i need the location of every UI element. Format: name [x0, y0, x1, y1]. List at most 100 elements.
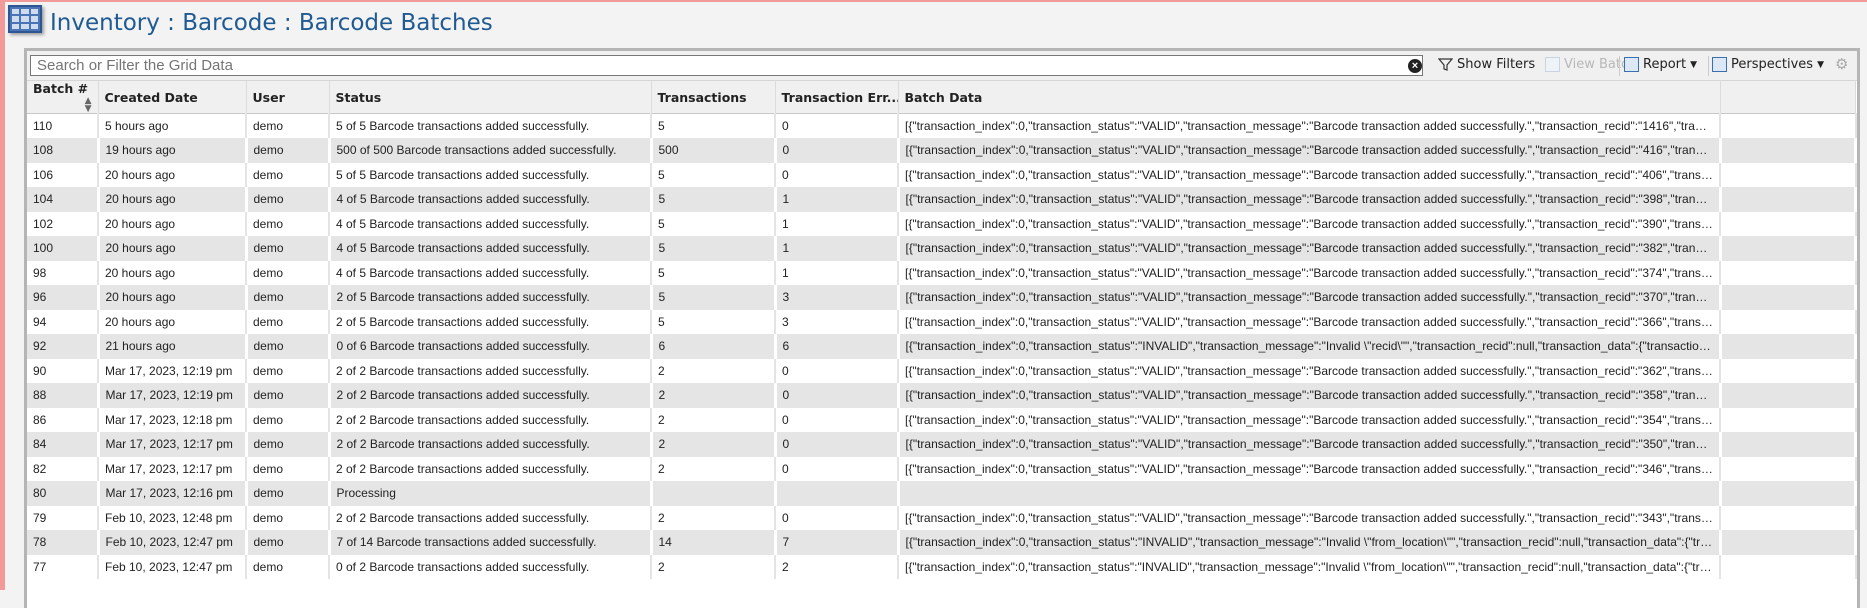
user-cell: demo — [246, 530, 331, 555]
status-cell: 2 of 2 Barcode transactions added succes… — [329, 358, 652, 383]
batch-number-cell: 80 — [27, 481, 100, 506]
table-row[interactable]: 110 5 hours ago demo 5 of 5 Barcode transac… — [27, 113, 1857, 138]
user-cell: demo — [246, 285, 331, 310]
report-button[interactable]: Report ▼ — [1624, 57, 1697, 72]
column-header[interactable] — [1720, 81, 1856, 114]
empty-cell — [1720, 309, 1857, 334]
chevron-down-icon: ▼ — [1817, 59, 1824, 70]
batch-number-cell: 82 — [27, 456, 99, 481]
table-row[interactable]: 104 20 hours ago demo 4 of 5 Barcode transa… — [27, 187, 1857, 212]
table-row[interactable]: 96 20 hours ago demo 2 of 5 Barcode transac… — [27, 285, 1857, 310]
created-date-cell: 21 hours ago — [98, 334, 248, 359]
table-row[interactable]: 106 20 hours ago demo 5 of 5 Barcode transa… — [27, 162, 1857, 187]
column-header[interactable]: Transaction Err... — [775, 81, 899, 114]
report-label: Report — [1643, 57, 1687, 72]
empty-cell — [1720, 260, 1857, 285]
created-date-cell: 20 hours ago — [98, 285, 248, 310]
batch-data-cell: [{"transaction_index":0,"transaction_sta… — [898, 285, 1722, 310]
table-row[interactable]: 88 Mar 17, 2023, 12:19 pm demo 2 of 2 Barco… — [27, 383, 1857, 408]
transaction-errors-cell: 0 — [775, 432, 900, 457]
report-icon — [1624, 57, 1639, 72]
table-row[interactable]: 92 21 hours ago demo 0 of 6 Barcode transac… — [27, 334, 1857, 359]
column-header[interactable]: Batch Data — [898, 81, 1721, 114]
empty-cell — [1720, 162, 1857, 187]
table-row[interactable]: 98 20 hours ago demo 4 of 5 Barcode transac… — [27, 260, 1857, 285]
created-date-cell: 19 hours ago — [98, 138, 248, 163]
toolbar-divider — [1708, 56, 1709, 76]
status-cell: 0 of 6 Barcode transactions added succes… — [329, 334, 653, 359]
transactions-cell: 5 — [651, 236, 777, 261]
sort-icon[interactable]: ▲ ▼ — [84, 96, 92, 114]
batch-number-cell: 106 — [27, 162, 99, 187]
show-filters-button[interactable]: Show Filters — [1438, 57, 1535, 72]
transactions-cell: 2 — [651, 358, 776, 383]
table-row[interactable]: 94 20 hours ago demo 2 of 5 Barcode transac… — [27, 309, 1857, 334]
status-cell: 2 of 5 Barcode transactions added succes… — [329, 285, 653, 310]
created-date-cell: Mar 17, 2023, 12:19 pm — [98, 358, 247, 383]
batch-data-cell: [{"transaction_index":0,"transaction_sta… — [898, 113, 1721, 138]
table-row[interactable]: 100 20 hours ago demo 4 of 5 Barcode transa… — [27, 236, 1857, 261]
transactions-cell: 5 — [651, 309, 776, 334]
transactions-cell: 5 — [651, 162, 776, 187]
page-title: Inventory : Barcode : Barcode Batches — [50, 10, 493, 36]
table-row[interactable]: 90 Mar 17, 2023, 12:19 pm demo 2 of 2 Barco… — [27, 358, 1857, 383]
batch-data-cell: [{"transaction_index":0,"transaction_sta… — [898, 260, 1721, 285]
table-row[interactable]: 77 Feb 10, 2023, 12:47 pm demo 0 of 2 Barco… — [27, 554, 1857, 579]
column-header-label: Batch # — [33, 81, 89, 96]
batch-data-cell: [{"transaction_index":0,"transaction_sta… — [898, 358, 1721, 383]
table-row[interactable]: 102 20 hours ago demo 4 of 5 Barcode transa… — [27, 211, 1857, 236]
status-cell: 5 of 5 Barcode transactions added succes… — [329, 162, 652, 187]
status-cell: 2 of 5 Barcode transactions added succes… — [329, 309, 652, 334]
column-header[interactable]: User — [246, 81, 330, 114]
transaction-errors-cell: 0 — [775, 113, 899, 138]
empty-cell — [1720, 432, 1857, 457]
settings-gear-icon[interactable]: ⚙ — [1835, 55, 1849, 73]
created-date-cell: 20 hours ago — [98, 309, 247, 334]
empty-cell — [1720, 530, 1857, 555]
batch-number-cell: 102 — [27, 211, 99, 236]
transaction-errors-cell: 3 — [775, 285, 900, 310]
created-date-cell: Mar 17, 2023, 12:18 pm — [98, 407, 247, 432]
table-row[interactable]: 84 Mar 17, 2023, 12:17 pm demo 2 of 2 Barco… — [27, 432, 1857, 457]
batch-data-cell: [{"transaction_index":0,"transaction_sta… — [898, 456, 1721, 481]
empty-cell — [1720, 407, 1857, 432]
search-input[interactable] — [30, 55, 1423, 76]
table-row[interactable]: 78 Feb 10, 2023, 12:47 pm demo 7 of 14 Barc… — [27, 530, 1857, 555]
empty-cell — [1720, 481, 1857, 506]
empty-cell — [1720, 456, 1857, 481]
transactions-cell: 5 — [651, 187, 777, 212]
table-row[interactable]: 80 Mar 17, 2023, 12:16 pm demo Processing — [27, 481, 1857, 506]
empty-cell — [1720, 187, 1857, 212]
user-cell: demo — [246, 481, 331, 506]
batch-number-cell: 86 — [27, 407, 99, 432]
transactions-cell: 5 — [651, 285, 777, 310]
transactions-cell: 2 — [651, 554, 776, 579]
perspectives-label: Perspectives — [1731, 57, 1814, 72]
batch-data-cell: [{"transaction_index":0,"transaction_sta… — [898, 334, 1722, 359]
transactions-cell: 5 — [651, 260, 776, 285]
transaction-errors-cell: 2 — [775, 554, 899, 579]
table-row[interactable]: 79 Feb 10, 2023, 12:48 pm demo 2 of 2 Barco… — [27, 505, 1857, 530]
column-header[interactable]: Transactions — [651, 81, 776, 114]
column-header[interactable]: Batch # ▲ ▼ — [27, 81, 99, 114]
transaction-errors-cell: 1 — [775, 211, 899, 236]
created-date-cell: 20 hours ago — [98, 187, 248, 212]
table-row[interactable]: 86 Mar 17, 2023, 12:18 pm demo 2 of 2 Barco… — [27, 407, 1857, 432]
created-date-cell: 20 hours ago — [98, 236, 248, 261]
table-row[interactable]: 108 19 hours ago demo 500 of 500 Barcode tr… — [27, 138, 1857, 163]
column-header[interactable]: Status — [329, 81, 652, 114]
batch-data-cell: [{"transaction_index":0,"transaction_sta… — [898, 554, 1721, 579]
table-row[interactable]: 82 Mar 17, 2023, 12:17 pm demo 2 of 2 Barco… — [27, 456, 1857, 481]
column-header[interactable]: Created Date — [98, 81, 247, 114]
view-batch-icon — [1545, 57, 1560, 72]
empty-cell — [1720, 285, 1857, 310]
transaction-errors-cell: 1 — [775, 236, 900, 261]
view-batch-button[interactable]: View Batch — [1545, 57, 1636, 72]
transactions-cell: 6 — [651, 334, 777, 359]
batch-number-cell: 92 — [27, 334, 100, 359]
perspectives-button[interactable]: Perspectives ▼ — [1712, 57, 1824, 72]
transactions-cell: 2 — [651, 407, 776, 432]
user-cell: demo — [246, 334, 331, 359]
clear-search-icon[interactable]: × — [1408, 59, 1422, 73]
filter-icon — [1438, 58, 1453, 71]
